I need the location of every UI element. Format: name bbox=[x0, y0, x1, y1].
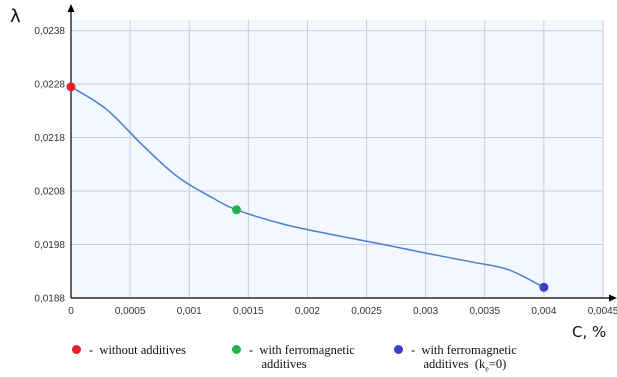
data-point bbox=[539, 283, 548, 292]
data-point bbox=[67, 82, 76, 91]
x-axis-label: C, % bbox=[572, 323, 606, 341]
y-tick-label: 0,0208 bbox=[34, 187, 65, 198]
x-axis-arrow bbox=[609, 295, 617, 302]
legend-item: - without additives bbox=[72, 343, 186, 357]
legend-item: - with ferromagnetic additives (ke=0) bbox=[394, 343, 517, 377]
y-tick-label: 0,0228 bbox=[34, 80, 65, 91]
legend-marker bbox=[72, 345, 81, 354]
legend-label: - with ferromagnetic additives bbox=[249, 343, 355, 371]
legend-item: - with ferromagnetic additives bbox=[232, 343, 355, 371]
x-tick-label: 0,004 bbox=[531, 306, 556, 317]
plot-area bbox=[71, 20, 603, 298]
y-axis-arrow bbox=[68, 4, 75, 12]
y-axis-label: λ bbox=[10, 6, 21, 27]
x-tick-label: 0,0005 bbox=[115, 306, 146, 317]
x-tick-label: 0,001 bbox=[177, 306, 202, 317]
x-tick-labels: 0 0,0005 0,001 0,0015 0,002 0,0025 0,003 0,0035… bbox=[68, 306, 617, 317]
y-tick-label: 0,0198 bbox=[34, 240, 65, 251]
y-tick-labels: 0,0188 0,0198 0,0208 0,0218 0,0228 0,0238 bbox=[34, 26, 65, 304]
x-tick-label: 0,0045 bbox=[588, 306, 617, 317]
legend-marker bbox=[232, 345, 241, 354]
legend-label: - with ferromagnetic additives (ke=0) bbox=[411, 343, 517, 377]
y-tick-label: 0,0238 bbox=[34, 26, 65, 37]
data-point bbox=[232, 205, 241, 214]
legend-label: - without additives bbox=[89, 343, 186, 357]
x-tick-label: 0,0025 bbox=[351, 306, 382, 317]
x-tick-label: 0,0035 bbox=[469, 306, 500, 317]
y-tick-label: 0,0218 bbox=[34, 133, 65, 144]
legend-marker bbox=[394, 345, 403, 354]
y-tick-label: 0,0188 bbox=[34, 294, 65, 305]
x-tick-label: 0 bbox=[68, 306, 74, 317]
x-tick-label: 0,0015 bbox=[233, 306, 264, 317]
x-tick-label: 0,003 bbox=[413, 306, 438, 317]
x-tick-label: 0,002 bbox=[295, 306, 320, 317]
